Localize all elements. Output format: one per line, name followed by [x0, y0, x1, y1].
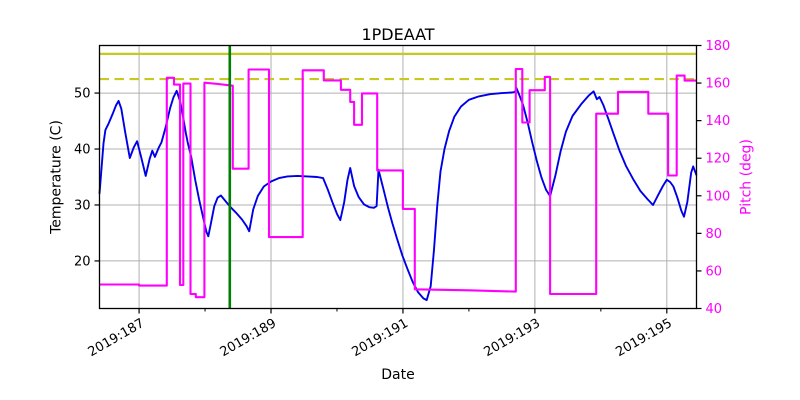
y-tick-label-right: 100	[706, 189, 731, 204]
y-tick-label-right: 180	[706, 39, 731, 54]
chart-title: 1PDEAAT	[361, 25, 435, 44]
y-tick-label-left: 40	[74, 143, 91, 158]
temperature-line	[98, 87, 698, 302]
y-tick-label-left: 50	[74, 87, 91, 102]
y-tick-label-left: 20	[74, 254, 91, 269]
x-tick-label: 2019:193	[481, 316, 542, 360]
x-tick-label: 2019:195	[613, 316, 674, 360]
y-tick-label-left: 30	[74, 198, 91, 213]
y-axis-label-right: Pitch (deg)	[738, 139, 755, 215]
y-tick-label-right: 160	[706, 77, 731, 92]
y-tick-label-right: 140	[706, 114, 731, 129]
y-tick-label-right: 60	[706, 264, 723, 279]
plot-border	[98, 44, 698, 310]
x-axis-label: Date	[381, 367, 415, 383]
y-tick-label-right: 40	[706, 302, 723, 317]
y-tick-label-right: 120	[706, 152, 731, 167]
y-axis-label-left: Temperature (C)	[48, 120, 65, 234]
x-tick-label: 2019:189	[218, 316, 279, 360]
x-tick-label: 2019:187	[86, 316, 147, 360]
pitch-line	[99, 67, 697, 299]
y-tick-label-right: 80	[706, 227, 723, 242]
x-tick-label: 2019:191	[350, 316, 411, 360]
